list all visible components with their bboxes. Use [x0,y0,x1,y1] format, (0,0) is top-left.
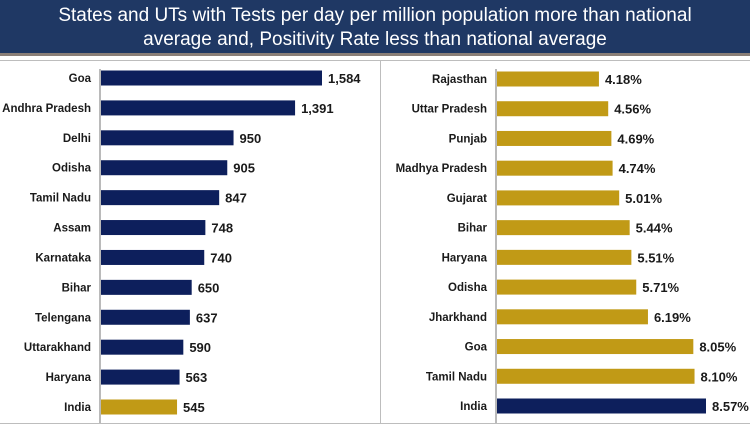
category-label-assam: Assam [53,223,91,235]
value-label-rajasthan: 4.18% [605,72,642,87]
value-label-assam: 748 [211,221,233,236]
bar-delhi [101,130,234,146]
category-label-madhya-pradesh: Madhya Pradesh [396,163,487,175]
bar-goa [497,339,694,355]
bar-uttarakhand [101,339,184,355]
value-label-india: 545 [183,400,205,415]
category-label-goa: Goa [465,342,488,354]
value-label-haryana: 5.51% [637,250,674,265]
frame-top-border [0,60,750,61]
category-label-uttar-pradesh: Uttar Pradesh [412,104,487,116]
bar-haryana [101,369,180,385]
bar-bihar [497,220,630,236]
bar-jharkhand [497,309,648,325]
tests-per-million-chart: Goa 1,584 Andhra Pradesh 1,391 Delhi 950 Odish… [2,69,361,423]
title-line-2: average and, Positivity Rate less than n… [143,29,607,50]
category-label-tamil-nadu: Tamil Nadu [30,193,91,205]
category-label-jharkhand: Jharkhand [429,312,487,324]
slide-header: States and UTs with Tests per day per mi… [0,0,750,56]
bar-tamil-nadu [101,190,220,206]
bar-punjab [497,130,612,146]
category-label-andhra-pradesh: Andhra Pradesh [2,103,91,115]
bar-india [101,399,178,415]
title-line-1: States and UTs with Tests per day per mi… [58,5,692,26]
value-label-goa: 1,584 [328,71,361,86]
value-label-odisha: 5.71% [642,280,679,295]
value-label-jharkhand: 6.19% [654,310,691,325]
bar-goa [101,70,322,86]
category-label-odisha: Odisha [448,282,488,294]
value-label-telengana: 637 [196,310,218,325]
category-label-karnataka: Karnataka [35,252,91,264]
value-label-uttarakhand: 590 [189,340,211,355]
bar-tamil-nadu [497,368,695,384]
frame-bottom-border [0,423,750,424]
category-label-telengana: Telengana [35,312,92,324]
category-label-india: India [64,402,91,414]
bar-odisha [497,279,637,295]
panel-divider [380,60,381,424]
bar-assam [101,220,206,236]
value-label-karnataka: 740 [210,250,232,265]
category-label-uttarakhand: Uttarakhand [24,342,91,354]
value-label-delhi: 950 [240,131,262,146]
category-label-india: India [460,401,487,413]
value-label-uttar-pradesh: 4.56% [614,102,651,117]
value-label-gujarat: 5.01% [625,191,662,206]
value-label-madhya-pradesh: 4.74% [619,161,656,176]
category-label-haryana: Haryana [442,252,488,264]
bar-gujarat [497,190,620,206]
category-label-delhi: Delhi [63,133,91,145]
bar-madhya-pradesh [497,160,613,176]
category-label-gujarat: Gujarat [447,193,487,205]
bar-karnataka [101,249,205,265]
value-label-goa: 8.05% [699,340,736,355]
category-label-bihar: Bihar [62,282,92,294]
value-label-tamil-nadu: 847 [225,191,247,206]
bar-bihar [101,279,192,295]
category-label-rajasthan: Rajasthan [432,74,487,86]
category-label-tamil-nadu: Tamil Nadu [426,371,487,383]
bar-rajasthan [497,71,599,87]
value-label-haryana: 563 [186,370,208,385]
value-label-tamil-nadu: 8.10% [701,369,738,384]
bar-uttar-pradesh [497,101,609,117]
bar-telengana [101,309,190,325]
bar-india [497,398,706,414]
category-label-punjab: Punjab [449,133,487,145]
value-label-bihar: 5.44% [636,221,673,236]
category-label-haryana: Haryana [46,372,92,384]
category-label-bihar: Bihar [458,223,488,235]
bar-odisha [101,160,228,176]
value-label-punjab: 4.69% [617,131,654,146]
positivity-rate-chart: Rajasthan 4.18% Uttar Pradesh 4.56% Punjab 4.… [396,69,749,423]
category-label-odisha: Odisha [52,163,92,175]
value-label-bihar: 650 [198,280,220,295]
bar-haryana [497,249,632,265]
value-label-odisha: 905 [233,161,255,176]
bar-andhra-pradesh [101,100,296,116]
category-label-goa: Goa [69,73,92,85]
value-label-andhra-pradesh: 1,391 [301,101,334,116]
value-label-india: 8.57% [712,399,749,414]
